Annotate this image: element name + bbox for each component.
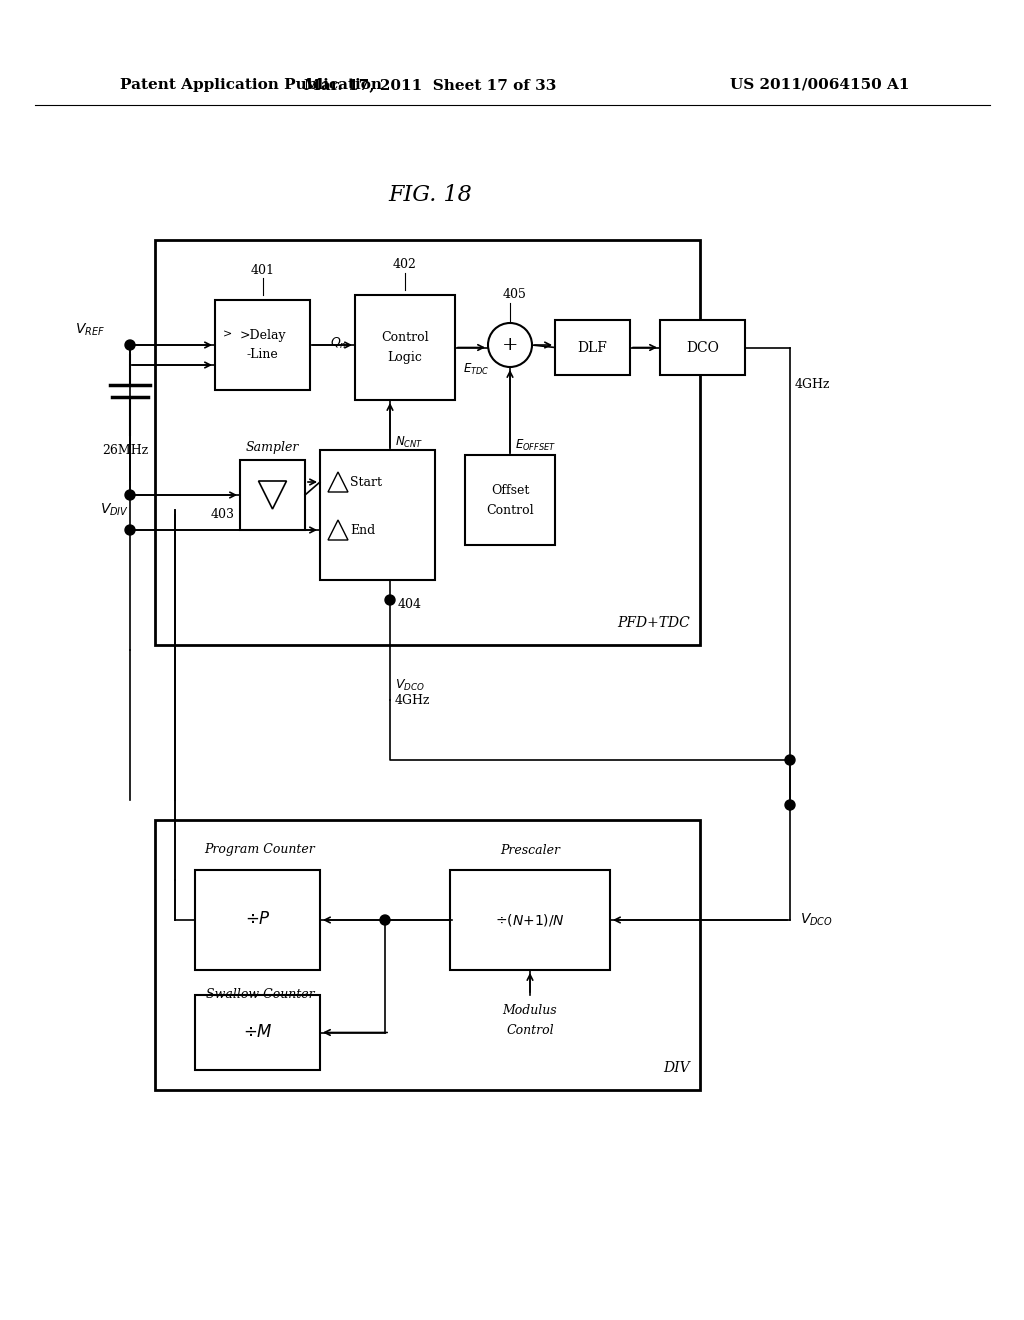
Text: +: + — [502, 337, 518, 354]
Text: $\div M$: $\div M$ — [243, 1024, 272, 1041]
Circle shape — [380, 915, 390, 925]
Text: >Delay: >Delay — [240, 329, 286, 342]
Bar — [155, 240, 700, 645]
Text: 4GHz: 4GHz — [395, 693, 430, 706]
Text: 26MHz: 26MHz — [101, 444, 148, 457]
Text: Control: Control — [486, 503, 534, 516]
Circle shape — [785, 800, 795, 810]
Text: $E_{OFFSET}$: $E_{OFFSET}$ — [515, 437, 556, 453]
Text: FIG. 18: FIG. 18 — [388, 183, 472, 206]
Text: Start: Start — [350, 475, 382, 488]
Circle shape — [125, 525, 135, 535]
Text: US 2011/0064150 A1: US 2011/0064150 A1 — [730, 78, 909, 92]
Text: Control: Control — [506, 1023, 554, 1036]
Text: 4GHz: 4GHz — [795, 379, 830, 392]
Text: Patent Application Publication: Patent Application Publication — [120, 78, 382, 92]
Text: $V_{DCO}$: $V_{DCO}$ — [395, 677, 425, 693]
Text: Swallow Counter: Swallow Counter — [206, 989, 314, 1002]
Text: 402: 402 — [393, 259, 417, 272]
Text: $\div P$: $\div P$ — [245, 912, 270, 928]
Bar — [195, 995, 319, 1071]
Circle shape — [385, 595, 395, 605]
Text: $V_{REF}$: $V_{REF}$ — [75, 322, 105, 338]
Bar — [195, 870, 319, 970]
Text: $V_{DIV}$: $V_{DIV}$ — [100, 502, 129, 519]
Text: $V_{DCO}$: $V_{DCO}$ — [800, 912, 834, 928]
Bar — [319, 450, 435, 579]
Text: Prescaler: Prescaler — [500, 843, 560, 857]
Text: DLF: DLF — [578, 341, 607, 355]
Text: $E_{TDC}$: $E_{TDC}$ — [463, 362, 489, 378]
Circle shape — [125, 341, 135, 350]
Bar — [465, 455, 555, 545]
Bar — [555, 319, 630, 375]
Bar — [660, 319, 745, 375]
Text: $Q_n$: $Q_n$ — [330, 335, 347, 351]
Text: -Line: -Line — [247, 348, 279, 362]
Text: Control: Control — [381, 331, 429, 345]
Text: 404: 404 — [398, 598, 422, 611]
Bar — [240, 459, 305, 531]
Text: $N_{CNT}$: $N_{CNT}$ — [395, 434, 423, 450]
Text: DCO: DCO — [686, 341, 719, 355]
Text: Modulus: Modulus — [503, 1003, 557, 1016]
Text: $\div(N{+}1)/N$: $\div(N{+}1)/N$ — [495, 912, 565, 928]
Text: >: > — [223, 330, 232, 341]
Text: Mar. 17, 2011  Sheet 17 of 33: Mar. 17, 2011 Sheet 17 of 33 — [304, 78, 556, 92]
Text: 401: 401 — [251, 264, 274, 276]
Text: Sampler: Sampler — [246, 441, 299, 454]
Text: 403: 403 — [211, 508, 234, 521]
Text: PFD+TDC: PFD+TDC — [617, 616, 690, 630]
Text: Program Counter: Program Counter — [205, 843, 315, 857]
Text: Logic: Logic — [387, 351, 423, 364]
Bar — [215, 300, 310, 389]
Bar — [155, 820, 700, 1090]
Text: DIV: DIV — [664, 1061, 690, 1074]
Text: End: End — [350, 524, 375, 536]
Text: 405: 405 — [503, 289, 527, 301]
Bar — [355, 294, 455, 400]
Circle shape — [125, 490, 135, 500]
Bar — [450, 870, 610, 970]
Text: Offset: Offset — [490, 483, 529, 496]
Circle shape — [785, 755, 795, 766]
